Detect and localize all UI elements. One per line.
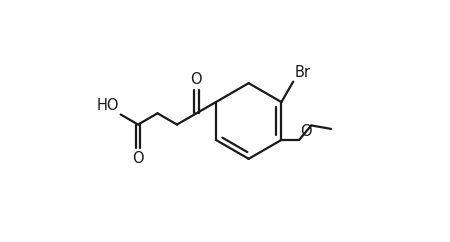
- Text: O: O: [191, 72, 202, 87]
- Text: O: O: [300, 124, 312, 139]
- Text: O: O: [132, 151, 144, 166]
- Text: HO: HO: [97, 98, 120, 113]
- Text: Br: Br: [294, 65, 310, 80]
